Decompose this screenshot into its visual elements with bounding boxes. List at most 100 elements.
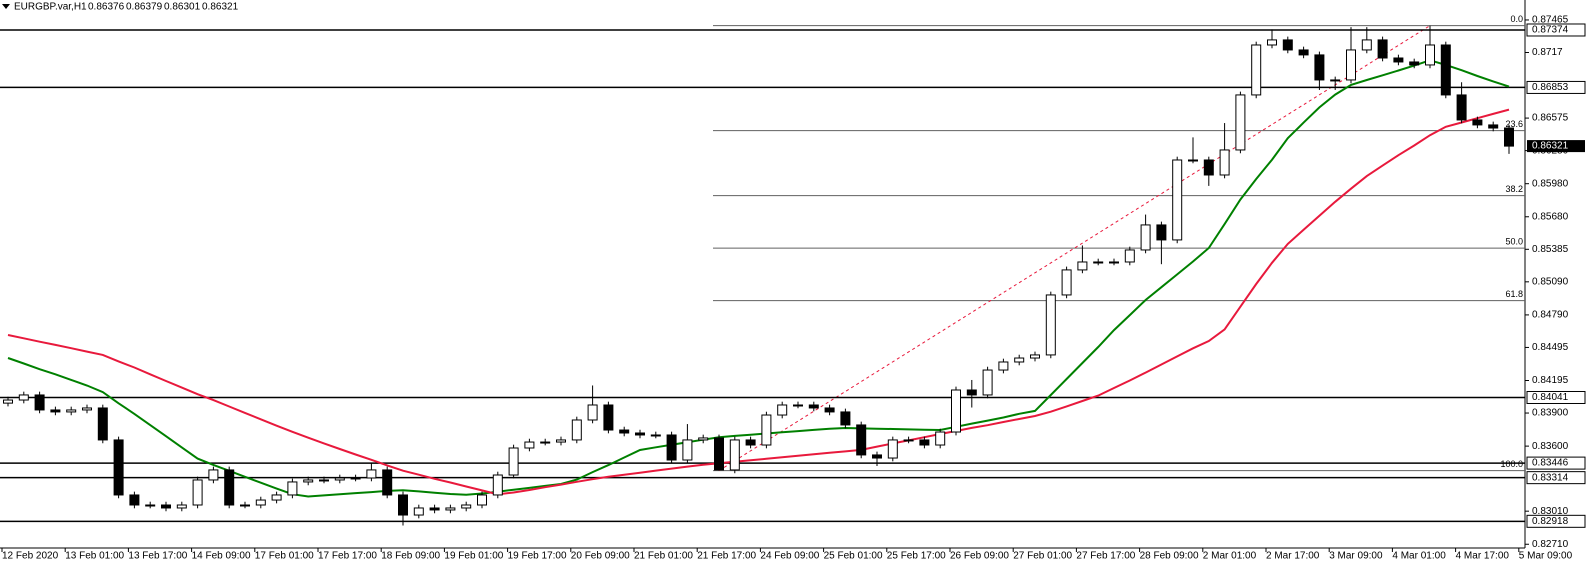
fib-label: 61.8 (1505, 289, 1523, 299)
candle-body (429, 507, 440, 511)
candle-body (1030, 354, 1040, 359)
x-tick-label: 13 Feb 17:00 (128, 551, 187, 562)
candle-body (903, 439, 914, 442)
menu-arrow[interactable] (2, 4, 10, 9)
fib-label: 23.6 (1505, 119, 1523, 129)
candle-body (587, 404, 598, 421)
candle-body (413, 507, 424, 516)
candle-body (97, 407, 108, 441)
candle-body (1188, 159, 1198, 162)
level-label: 0.83446 (1532, 458, 1569, 469)
x-tick-label: 26 Feb 09:00 (950, 551, 1009, 562)
candle-body (287, 481, 298, 496)
candle-body (650, 434, 661, 437)
level-box (1526, 23, 1586, 37)
candle-body (1488, 124, 1499, 129)
candle-body (82, 407, 92, 411)
x-tick-label: 2 Mar 01:00 (1203, 551, 1257, 562)
candle-body (1014, 357, 1025, 363)
candle-body (1377, 39, 1388, 59)
x-tick-label: 5 Mar 09:00 (1519, 551, 1573, 562)
x-tick-label: 12 Feb 2020 (2, 551, 59, 562)
candle-body (1504, 127, 1514, 147)
ohlc-value: 0.86376 (88, 2, 125, 13)
candle-body (50, 409, 61, 413)
candle-body (208, 469, 219, 481)
candle-body (1219, 149, 1230, 176)
candle-body (666, 434, 677, 461)
candle-body (1077, 261, 1088, 271)
candle-body (745, 439, 756, 446)
candle-body (1393, 57, 1404, 63)
candle-body (1282, 39, 1293, 51)
candle-body (34, 394, 45, 411)
x-tick-label: 17 Feb 01:00 (255, 551, 314, 562)
candle-body (793, 404, 803, 407)
candle-body (366, 469, 377, 479)
candle-body (382, 469, 393, 496)
candle-body (255, 499, 266, 506)
candle-body (524, 441, 535, 449)
x-tick-label: 20 Feb 09:00 (571, 551, 630, 562)
candle-body (1172, 159, 1183, 241)
x-tick-label: 13 Feb 01:00 (65, 551, 124, 562)
y-tick-label: 0.84495 (1532, 342, 1569, 353)
candle-body (350, 477, 361, 480)
candle-body (1267, 39, 1277, 46)
fib-label: 100.0 (1500, 459, 1523, 469)
candle-body (445, 507, 456, 511)
candle-body (224, 469, 235, 506)
level-label: 0.82918 (1532, 516, 1569, 527)
x-tick-label: 24 Feb 09:00 (760, 551, 819, 562)
candle-body (714, 437, 724, 471)
x-tick-label: 19 Feb 17:00 (508, 551, 567, 562)
candle-body (161, 504, 171, 509)
level-box (1526, 471, 1586, 485)
candle-body (1156, 224, 1167, 241)
candle-body (998, 361, 1009, 371)
y-tick-label: 0.84790 (1532, 310, 1569, 321)
candle-body (271, 494, 282, 501)
candle-body (492, 474, 503, 496)
candle-body (477, 494, 487, 506)
x-tick-label: 18 Feb 09:00 (381, 551, 440, 562)
x-tick-label: 4 Mar 17:00 (1456, 551, 1510, 562)
candle-body (777, 404, 788, 416)
x-tick-label: 3 Mar 09:00 (1329, 551, 1383, 562)
candle-body (966, 389, 977, 396)
candle-body (145, 504, 156, 507)
candle-body (982, 369, 993, 396)
candle-body (556, 439, 566, 443)
candle-body (1298, 49, 1309, 56)
y-tick-label: 0.82710 (1532, 539, 1569, 550)
candle-body (240, 504, 250, 507)
candle-body (1061, 269, 1072, 296)
candle-body (856, 424, 867, 456)
x-tick-label: 27 Feb 01:00 (1013, 551, 1072, 562)
level-label: 0.86853 (1532, 82, 1569, 93)
x-tick-label: 4 Mar 01:00 (1392, 551, 1446, 562)
x-tick-label: 21 Feb 01:00 (634, 551, 693, 562)
candle-body (1409, 61, 1420, 66)
candle-body (635, 432, 645, 436)
candle-body (1109, 261, 1119, 264)
y-tick-label: 0.8717 (1532, 47, 1563, 58)
x-tick-label: 21 Feb 17:00 (697, 551, 756, 562)
ohlc-value: 0.86379 (126, 2, 163, 13)
level-box (1526, 80, 1586, 94)
candle-body (319, 479, 329, 482)
fib-trendline (718, 25, 1431, 472)
level-box (1526, 456, 1586, 470)
level-label: 0.83314 (1532, 472, 1569, 483)
candle-body (824, 407, 835, 413)
y-tick-label: 0.85680 (1532, 211, 1569, 222)
candle-body (729, 439, 740, 471)
candle-body (1440, 44, 1451, 96)
candle-body (113, 439, 124, 496)
fib-label: 50.0 (1505, 236, 1523, 246)
y-tick-label: 0.83600 (1532, 441, 1569, 452)
candle-body (192, 479, 203, 506)
ohlc-value: 0.86321 (202, 2, 239, 13)
candle-body (1330, 79, 1341, 82)
